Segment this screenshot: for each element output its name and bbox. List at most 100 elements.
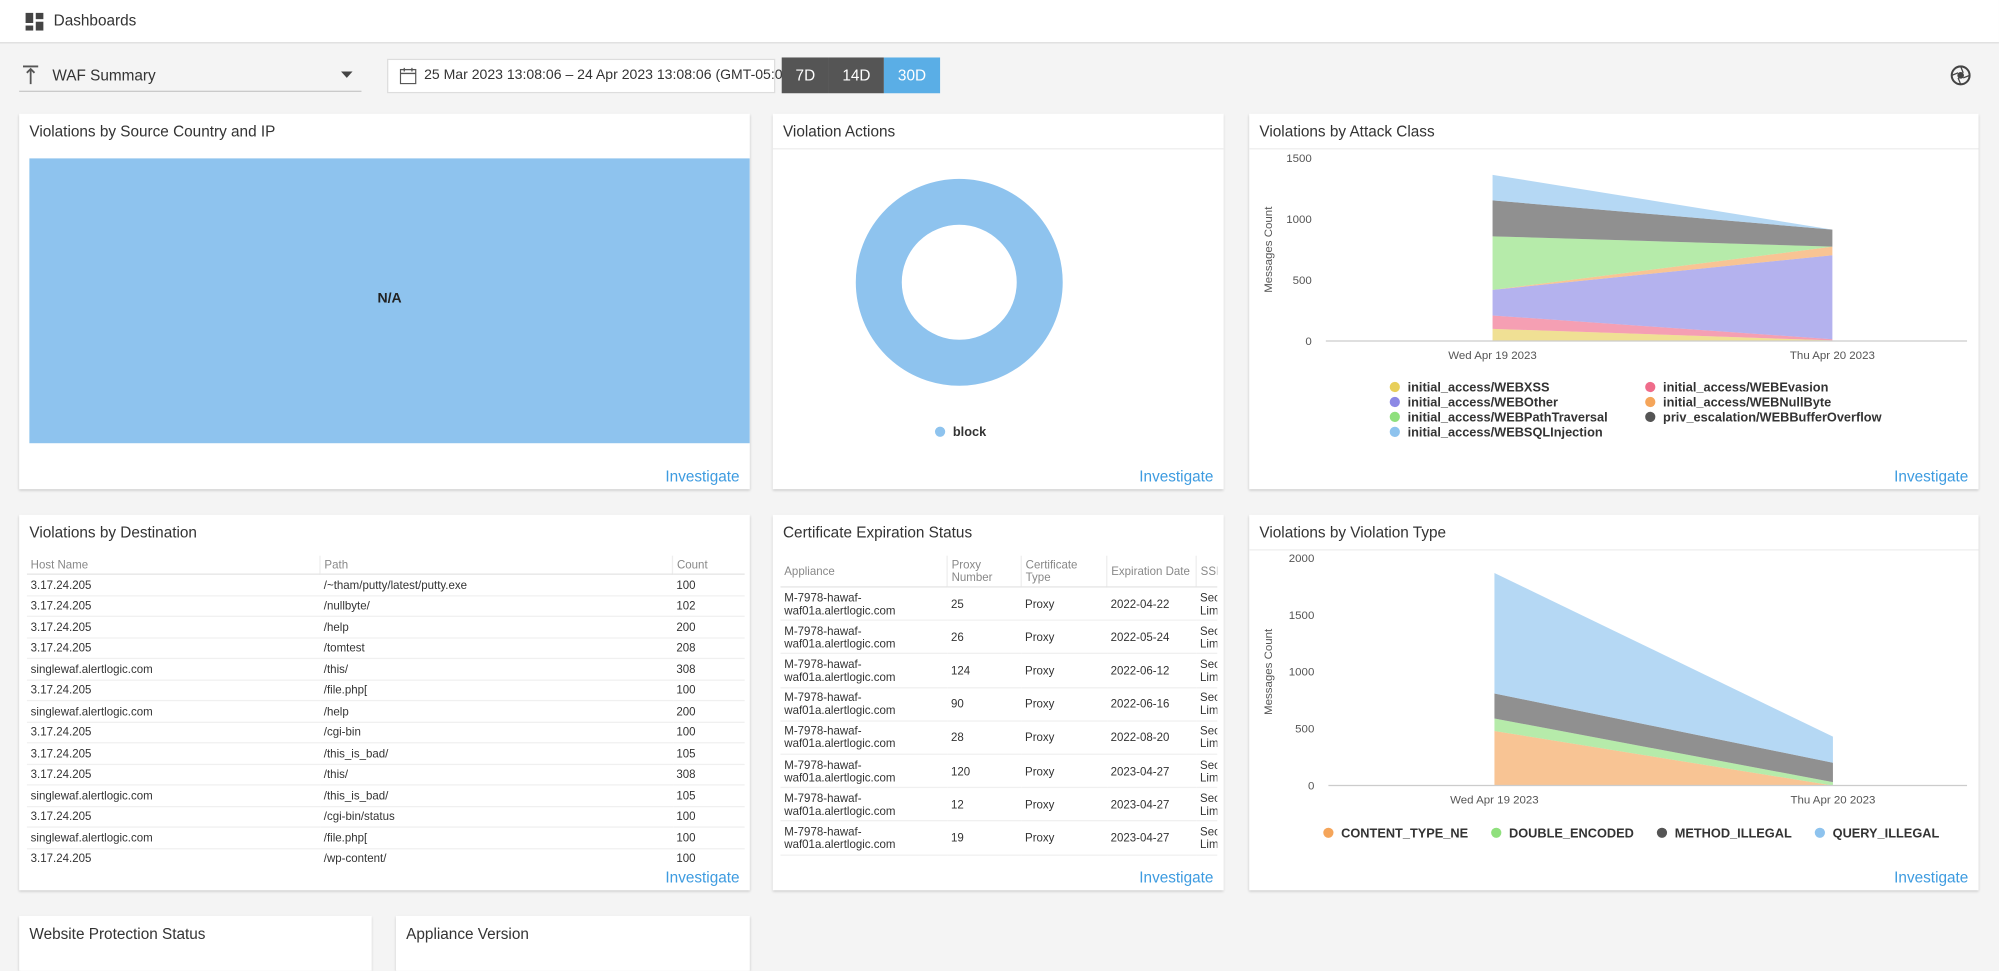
table-cell: M-7978-hawaf-waf01a.alertlogic.com — [780, 586, 948, 622]
table-cell: 3.17.24.205 — [26, 679, 320, 702]
legend-marker — [1645, 396, 1656, 408]
table-row: M-7978-hawaf-waf01a.alertlogic.com 12 Prox… — [780, 787, 1218, 822]
table-cell: 100 — [672, 805, 745, 828]
legend-label: QUERY_ILLEGAL — [1833, 825, 1940, 840]
investigate-link[interactable]: Investigate — [1894, 467, 1969, 486]
area-chart: 0 500 1000 1500 Messages Count Wed Apr 19 202… — [1263, 153, 1968, 439]
table-cell: 3.17.24.205 — [26, 763, 320, 786]
table-row: singlewaf.alertlogic.com/file.php[100 — [26, 827, 745, 849]
dashboard-name: WAF Summary — [52, 66, 156, 85]
table-cell: 26 — [947, 620, 1022, 655]
table-cell: 3.17.24.205 — [26, 848, 320, 865]
table-cell: Proxy — [1021, 787, 1107, 822]
table-cell: M-7978-hawaf-waf01a.alertlogic.com — [780, 821, 948, 856]
table-cell: M-7978-hawaf-waf01a.alertlogic.com — [780, 687, 948, 722]
attack-class-panel: Violations by Attack Class 0 500 1000 1500 M… — [1249, 113, 1979, 490]
range-button[interactable]: 7D — [781, 57, 829, 94]
investigate-link[interactable]: Investigate — [1894, 868, 1969, 887]
range-button[interactable]: 14D — [828, 57, 884, 94]
table-cell: singlewaf.alertlogic.com — [26, 700, 320, 723]
y-tick-label: 500 — [1293, 275, 1312, 287]
table-cell: singlewaf.alertlogic.com — [26, 658, 320, 681]
table-cell: Sectigo Limited — [1196, 787, 1218, 822]
column-header: Expiration Date — [1106, 555, 1197, 588]
table-cell: 19 — [947, 821, 1022, 856]
settings-icon[interactable] — [1950, 65, 1971, 86]
date-range[interactable]: 25 Mar 2023 13:08:06 – 24 Apr 2023 13:08… — [387, 58, 795, 94]
x-tick-label: Thu Apr 20 2023 — [1790, 794, 1875, 806]
table-cell: singlewaf.alertlogic.com — [26, 784, 320, 807]
legend-label: METHOD_ILLEGAL — [1675, 825, 1792, 840]
table-cell: /this_is_bad/ — [319, 784, 673, 807]
source-country-panel: Violations by Source Country and IP N/A … — [19, 113, 750, 490]
table-row: M-7978-hawaf-waf01a.alertlogic.com 124 Pro… — [780, 653, 1218, 688]
panel-title: Violations by Source Country and IP — [29, 122, 276, 141]
table-cell: /this/ — [319, 658, 673, 681]
table-cell: 100 — [672, 721, 745, 744]
x-tick-label: Wed Apr 19 2023 — [1450, 794, 1539, 806]
area — [1494, 693, 1833, 783]
table-cell: 2023-04-27 — [1106, 821, 1197, 856]
table-wrap: Host Name Path Count 3.17.24.205/~tham/putt… — [26, 555, 745, 865]
table-row: singlewaf.alertlogic.com/this/308 — [26, 658, 745, 681]
table-cell: /this/ — [319, 763, 673, 786]
table-cell: 25 — [947, 586, 1022, 622]
appliance-version-panel: Appliance Version — [395, 915, 750, 971]
table-cell: 3.17.24.205 — [26, 805, 320, 828]
table-row: M-7978-hawaf-waf01a.alertlogic.com 120 Pro… — [780, 754, 1218, 789]
table-row: 3.17.24.205/this_is_bad/105 — [26, 742, 745, 765]
table-row: 3.17.24.205/cgi-bin/status 100 — [26, 805, 745, 828]
table-cell: singlewaf.alertlogic.com — [26, 827, 320, 849]
investigate-link[interactable]: Investigate — [665, 868, 740, 887]
table-cell: 2023-04-27 — [1106, 787, 1197, 822]
range-button[interactable]: 30D — [883, 57, 941, 94]
map-placeholder: N/A — [29, 158, 750, 444]
legend-marker — [1656, 827, 1668, 838]
table-row: 3.17.24.205/tomtest 208 — [26, 637, 745, 660]
legend-marker — [1645, 381, 1656, 393]
column-header: Certificate Type — [1021, 555, 1108, 588]
table-row: M-7978-hawaf-waf01a.alertlogic.com 90 Prox… — [780, 687, 1218, 722]
table-cell: 3.17.24.205 — [26, 574, 320, 596]
table-cell: 3.17.24.205 — [26, 595, 320, 617]
investigate-link[interactable]: Investigate — [665, 467, 740, 486]
table-cell: 308 — [672, 763, 745, 786]
table-cell: /~tham/putty/latest/putty.exe — [319, 574, 673, 596]
table-cell: /nullbyte/ — [319, 595, 673, 617]
table-cell: 105 — [672, 742, 745, 765]
legend-marker — [1389, 396, 1400, 408]
table-row: 3.17.24.205/cgi-bin 100 — [26, 721, 745, 744]
y-tick-label: 2000 — [1289, 553, 1315, 565]
table-row: M-7978-hawaf-waf01a.alertlogic.com 28 Prox… — [780, 720, 1218, 755]
header-row: Appliance Proxy Number Certificate Type Exp… — [780, 555, 1218, 588]
dashboard-icon — [25, 12, 44, 31]
table-cell: /file.php[ — [319, 827, 673, 849]
y-tick-label: 1500 — [1286, 153, 1312, 165]
table-cell: 28 — [947, 720, 1022, 755]
table-cell: Sectigo Limited — [1196, 620, 1218, 655]
dashboard-select[interactable]: WAF Summary — [19, 59, 362, 92]
panel-title: Violations by Attack Class — [1259, 122, 1435, 141]
table-cell: Proxy — [1021, 754, 1107, 789]
investigate-link[interactable]: Investigate — [1139, 868, 1214, 887]
top-bar: Dashboards — [0, 0, 1999, 44]
legend-marker — [1389, 381, 1400, 393]
table-cell: 105 — [672, 784, 745, 807]
investigate-link[interactable]: Investigate — [1139, 467, 1214, 486]
area — [1492, 174, 1833, 230]
table-cell: /help — [319, 616, 673, 638]
table-cell: Sectigo Limited — [1196, 586, 1218, 622]
table-cell: 90 — [947, 687, 1022, 722]
area — [1492, 255, 1833, 340]
page-title: Dashboards — [53, 11, 137, 30]
table-cell: M-7978-hawaf-waf01a.alertlogic.com — [780, 787, 948, 822]
column-header: Count — [672, 555, 745, 575]
x-tick-label: Wed Apr 19 2023 — [1448, 350, 1537, 362]
table-cell: 124 — [947, 653, 1022, 688]
violation-type-panel: Violations by Violation Type 0 500 1000 150… — [1249, 514, 1979, 891]
table-cell: Sectigo Limited — [1196, 687, 1218, 722]
table-cell: 3.17.24.205 — [26, 616, 320, 638]
table-cell: 100 — [672, 848, 745, 865]
divider — [1249, 549, 1979, 551]
destination-panel: Violations by Destination Host Name Path C… — [19, 514, 750, 891]
